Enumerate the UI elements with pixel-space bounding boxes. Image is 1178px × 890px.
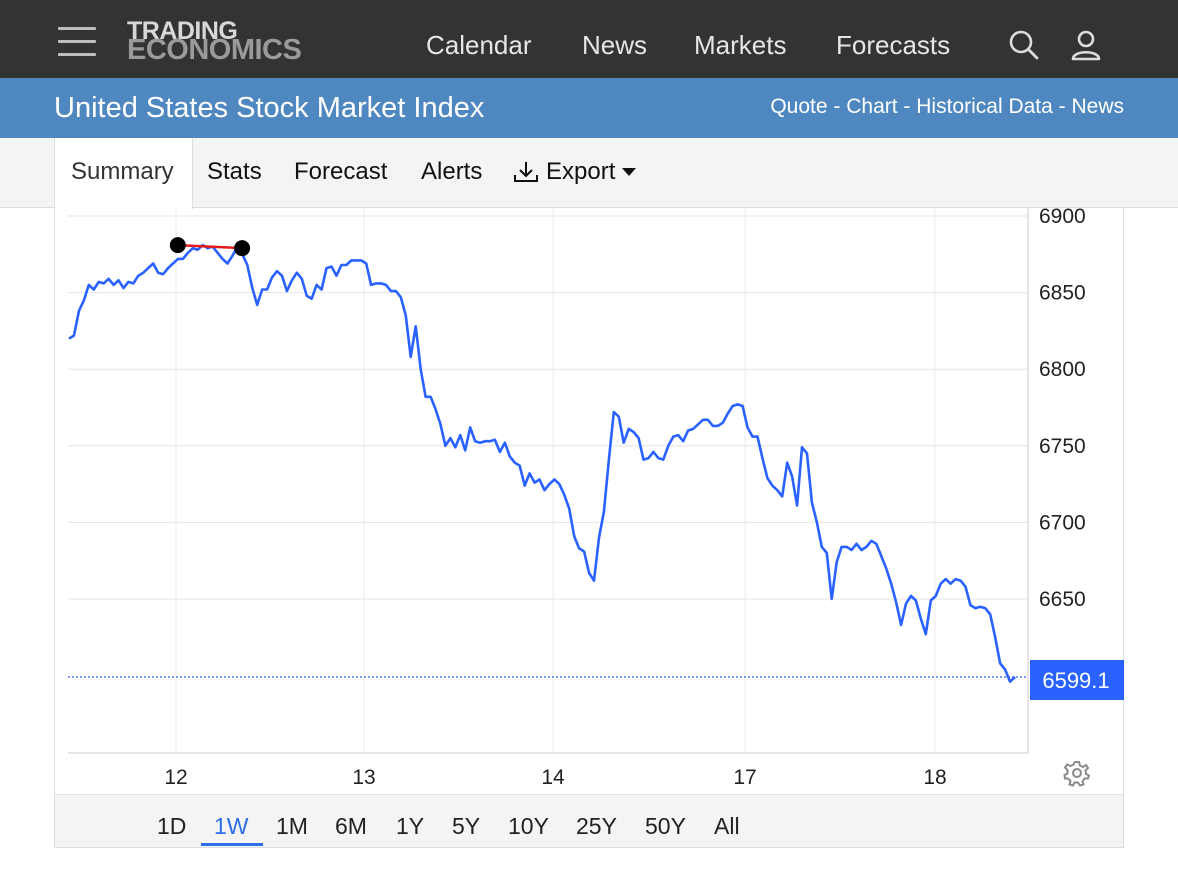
- series-line: [68, 243, 1016, 683]
- link-quote[interactable]: Quote: [770, 95, 828, 118]
- tab-summary[interactable]: Summary: [54, 138, 193, 209]
- link-separator: -: [897, 95, 917, 118]
- range-50y[interactable]: 50Y: [645, 813, 686, 839]
- y-tick-label: 6800: [1039, 358, 1086, 381]
- range-10y[interactable]: 10Y: [508, 813, 549, 839]
- tab-bar: Summary Stats Forecast Alerts Export: [0, 138, 1178, 209]
- range-selected-indicator: [201, 843, 263, 846]
- page-title-bar: United States Stock Market Index Quote -…: [0, 78, 1178, 138]
- range-25y[interactable]: 25Y: [576, 813, 617, 839]
- link-separator: -: [827, 95, 847, 118]
- x-tick-label: 12: [164, 766, 187, 789]
- nav-markets[interactable]: Markets: [694, 30, 787, 60]
- caret-down-icon: [622, 168, 636, 176]
- trading-economics-logo[interactable]: TRADING ECONOMICS: [127, 17, 302, 66]
- current-value-label: 6599.1: [1042, 668, 1109, 693]
- nav-forecasts[interactable]: Forecasts: [836, 30, 951, 60]
- nav-news[interactable]: News: [582, 30, 648, 60]
- x-tick-label: 14: [541, 766, 565, 789]
- annotation-point: [169, 237, 186, 254]
- annotation-point: [234, 240, 251, 257]
- search-icon[interactable]: [1007, 28, 1041, 62]
- link-separator: -: [1052, 95, 1072, 118]
- tab-forecast[interactable]: Forecast: [294, 158, 388, 185]
- chart-panel: 12 13 14 17 18 6650 6700 6750 6800 6850 6900 6599.1: [54, 208, 1124, 848]
- y-tick-label: 6900: [1039, 208, 1086, 228]
- breadcrumb-links: Quote - Chart - Historical Data - News: [770, 95, 1124, 119]
- x-tick-label: 18: [923, 766, 946, 789]
- range-6m[interactable]: 6M: [335, 813, 367, 839]
- y-tick-label: 6850: [1039, 282, 1086, 305]
- x-tick-label: 17: [733, 766, 756, 789]
- range-1y[interactable]: 1Y: [396, 813, 425, 839]
- tab-stats[interactable]: Stats: [207, 158, 262, 185]
- annotation-segment: [177, 243, 243, 250]
- stock-line-chart[interactable]: 12 13 14 17 18 6650 6700 6750 6800 6850 6900 6599.1: [55, 208, 1125, 794]
- range-5y[interactable]: 5Y: [452, 813, 481, 839]
- current-value-box: [1030, 659, 1124, 700]
- range-1m[interactable]: 1M: [276, 813, 308, 839]
- menu-icon[interactable]: [58, 27, 96, 57]
- tab-alerts[interactable]: Alerts: [421, 158, 483, 185]
- export-label: Export: [546, 158, 616, 185]
- y-tick-label: 6700: [1039, 511, 1086, 534]
- download-icon: [514, 162, 538, 182]
- x-tick-label: 13: [352, 766, 375, 789]
- user-icon[interactable]: [1069, 28, 1103, 62]
- y-tick-label: 6650: [1039, 588, 1086, 611]
- nav-calendar[interactable]: Calendar: [426, 30, 532, 60]
- range-selector: 1D 1W 1M 6M 1Y 5Y 10Y 25Y 50Y All: [54, 794, 1124, 848]
- range-1d[interactable]: 1D: [157, 813, 187, 839]
- settings-gear-icon[interactable]: [1063, 759, 1091, 787]
- y-tick-label: 6750: [1039, 435, 1086, 458]
- link-historical-data[interactable]: Historical Data: [916, 95, 1053, 118]
- logo-line2: ECONOMICS: [127, 34, 302, 66]
- top-navbar: TRADING ECONOMICS Calendar News Markets …: [0, 0, 1178, 78]
- logo-line1: TRADING: [127, 17, 238, 45]
- page-title: United States Stock Market Index: [54, 92, 485, 124]
- range-all[interactable]: All: [714, 813, 740, 839]
- link-chart[interactable]: Chart: [846, 95, 898, 118]
- range-1w[interactable]: 1W: [214, 813, 249, 839]
- link-news[interactable]: News: [1071, 95, 1124, 118]
- tab-summary-label: Summary: [71, 158, 174, 185]
